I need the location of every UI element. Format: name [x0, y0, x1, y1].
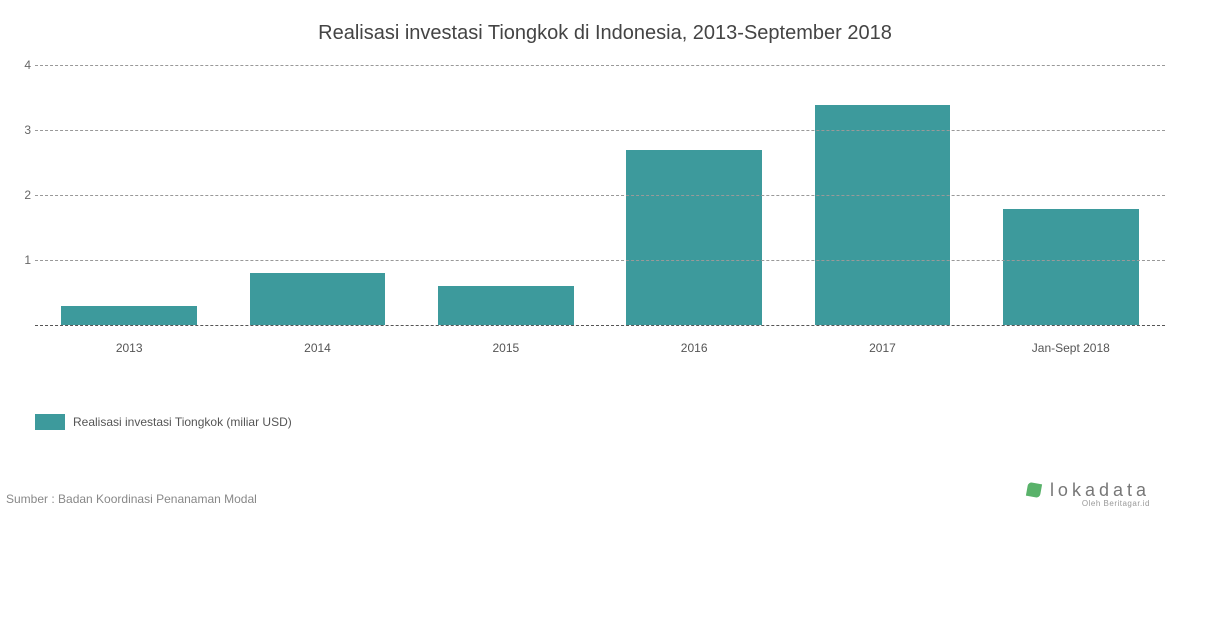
brand-name: lokadata — [1027, 480, 1150, 501]
bar — [438, 286, 574, 325]
x-axis-labels: 20132014201520162017Jan-Sept 2018 — [35, 335, 1165, 355]
source-text: Sumber : Badan Koordinasi Penanaman Moda… — [6, 492, 257, 506]
bar — [250, 273, 386, 325]
bar — [1003, 209, 1139, 325]
brand-logo: lokadata Oleh Beritagar.id — [1027, 480, 1150, 508]
x-axis-label: Jan-Sept 2018 — [977, 335, 1165, 355]
y-axis-label: 3 — [13, 123, 31, 137]
leaf-icon — [1026, 482, 1042, 498]
x-axis-label: 2017 — [788, 335, 976, 355]
x-axis-label: 2014 — [223, 335, 411, 355]
y-axis-label: 4 — [13, 58, 31, 72]
legend-swatch — [35, 414, 65, 430]
x-axis-label: 2016 — [600, 335, 788, 355]
bar — [815, 105, 951, 325]
gridline — [35, 65, 1165, 66]
bar — [61, 306, 197, 326]
legend-label: Realisasi investasi Tiongkok (miliar USD… — [73, 415, 292, 429]
y-axis-label: 2 — [13, 188, 31, 202]
gridline — [35, 195, 1165, 196]
x-axis-label: 2015 — [412, 335, 600, 355]
bar — [626, 150, 762, 326]
legend: Realisasi investasi Tiongkok (miliar USD… — [35, 414, 292, 430]
x-axis-label: 2013 — [35, 335, 223, 355]
chart-container: Realisasi investasi Tiongkok di Indonesi… — [0, 0, 1210, 628]
y-axis-label: 1 — [13, 253, 31, 267]
gridline — [35, 325, 1165, 326]
gridline — [35, 130, 1165, 131]
brand-name-text: lokadata — [1050, 480, 1150, 500]
chart-title: Realisasi investasi Tiongkok di Indonesi… — [0, 22, 1210, 45]
plot-area: 1234 — [35, 65, 1165, 325]
gridline — [35, 260, 1165, 261]
